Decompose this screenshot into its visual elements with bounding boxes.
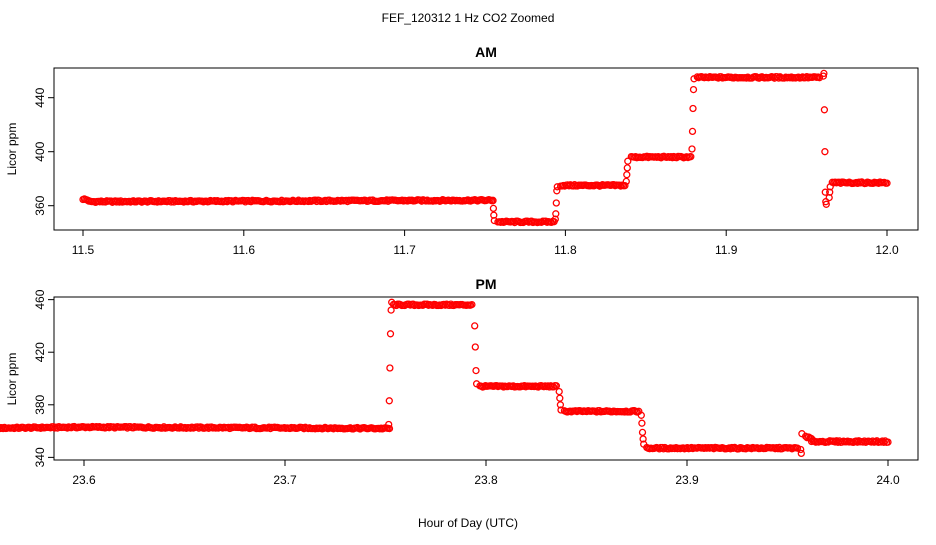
- pm-plot-frame: [53, 296, 919, 461]
- pm-data-point: [386, 330, 395, 338]
- am-data-point: [819, 72, 828, 80]
- am-y-tick-label: 440: [33, 87, 47, 107]
- am-data-point: [624, 157, 632, 165]
- pm-data-point: [797, 445, 805, 454]
- am-x-tick-label: 12.0: [875, 243, 899, 257]
- am-x-tick-label: 11.5: [72, 243, 95, 257]
- pm-data-point: [471, 343, 479, 351]
- am-y-tick-label: 400: [33, 141, 47, 161]
- pm-y-ticks: 340 380 420 460: [33, 289, 54, 467]
- pm-data-point: [552, 382, 561, 390]
- am-data-point: [621, 182, 629, 190]
- pm-y-tick-label: 420: [33, 342, 47, 362]
- pm-x-tick-label: 23.9: [675, 473, 699, 487]
- am-data-point: [821, 188, 829, 196]
- pm-y-tick-label: 380: [33, 394, 47, 414]
- am-plot-frame: [53, 67, 919, 231]
- am-data-point: [690, 75, 698, 83]
- pm-data-point: [637, 411, 645, 419]
- pm-x-tick-label: 23.7: [273, 473, 297, 487]
- pm-data-point: [385, 397, 393, 405]
- am-data-point: [489, 196, 497, 204]
- pm-data-point: [556, 401, 565, 409]
- pm-data-point: [638, 419, 646, 427]
- pm-data-point: [472, 380, 481, 388]
- pm-data-point: [471, 322, 479, 330]
- pm-data-point: [880, 438, 888, 446]
- pm-data-point: [884, 438, 892, 446]
- pm-data-point: [797, 449, 805, 458]
- am-x-tick-label: 11.6: [233, 243, 256, 257]
- am-data-point: [622, 177, 630, 186]
- pm-data-point: [388, 298, 396, 306]
- am-data-point: [623, 164, 631, 172]
- am-x-tick-label: 11.8: [554, 243, 577, 257]
- pm-data-point: [386, 364, 394, 372]
- am-data-point: [489, 204, 498, 213]
- am-data-point: [689, 104, 697, 113]
- am-panel-title: AM: [475, 44, 497, 60]
- am-data-point: [821, 148, 829, 156]
- am-data-point: [883, 179, 891, 187]
- pm-panel: PM Licor ppm 23.6 23.7 23.8 23.9 24.0 340 380…: [0, 276, 919, 487]
- am-panel: AM Licor ppm 11.5 11.6 11.7 11.8 11.9 12.0 36…: [5, 44, 919, 257]
- pm-data-point: [555, 387, 563, 396]
- pm-x-tick-label: 23.6: [72, 473, 96, 487]
- am-x-tick-label: 11.9: [715, 243, 738, 257]
- figure-title: FEF_120312 1 Hz CO2 Zoomed: [382, 11, 555, 25]
- am-y-tick-label: 360: [33, 195, 47, 215]
- pm-data-point: [387, 306, 395, 314]
- am-data-point: [553, 187, 561, 195]
- am-x-tick-label: 11.7: [393, 243, 416, 257]
- pm-data-point: [639, 435, 647, 443]
- am-data-point: [688, 145, 696, 153]
- am-data-point: [687, 153, 695, 161]
- am-x-ticks: 11.5 11.6 11.7 11.8 11.9 12.0: [72, 230, 899, 257]
- am-data-point: [815, 74, 824, 82]
- pm-x-tick-label: 24.0: [876, 473, 900, 487]
- pm-data-point: [798, 430, 806, 438]
- am-data-point: [820, 106, 829, 114]
- am-data-point: [688, 127, 697, 136]
- pm-y-axis-label: Licor ppm: [5, 353, 19, 406]
- pm-data-point: [385, 420, 393, 429]
- pm-data-point: [638, 428, 647, 437]
- pm-data-point: [468, 300, 476, 309]
- pm-x-ticks: 23.6 23.7 23.8 23.9 24.0: [72, 460, 900, 487]
- am-data-point: [623, 171, 631, 179]
- am-y-ticks: 360 400 440: [33, 87, 54, 216]
- pm-x-tick-label: 23.8: [474, 473, 498, 487]
- am-data-point: [820, 69, 828, 78]
- am-data-point: [552, 210, 560, 218]
- pm-data-point: [640, 440, 648, 448]
- pm-data-points: [0, 298, 892, 458]
- pm-y-tick-label: 460: [33, 289, 47, 309]
- am-data-point: [490, 216, 498, 225]
- pm-data-point: [472, 366, 480, 375]
- pm-data-point: [556, 394, 564, 402]
- pm-data-point: [385, 424, 394, 433]
- am-data-point: [553, 183, 561, 191]
- am-y-axis-label: Licor ppm: [5, 123, 19, 176]
- x-axis-label: Hour of Day (UTC): [418, 516, 518, 530]
- pm-panel-title: PM: [476, 276, 497, 292]
- pm-data-point: [557, 406, 565, 414]
- am-data-point: [826, 183, 834, 191]
- pm-y-tick-label: 340: [33, 447, 47, 467]
- am-data-point: [552, 199, 560, 207]
- am-data-point: [689, 85, 698, 94]
- am-data-point: [822, 200, 830, 208]
- am-data-points: [79, 69, 891, 227]
